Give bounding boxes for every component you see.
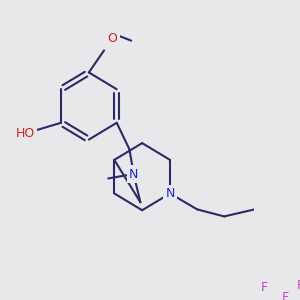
Text: F: F — [282, 291, 289, 300]
Text: O: O — [108, 32, 118, 45]
Text: N: N — [129, 167, 138, 181]
Text: F: F — [297, 279, 300, 292]
Text: F: F — [261, 280, 268, 294]
Text: HO: HO — [16, 127, 35, 140]
Text: N: N — [165, 187, 175, 200]
